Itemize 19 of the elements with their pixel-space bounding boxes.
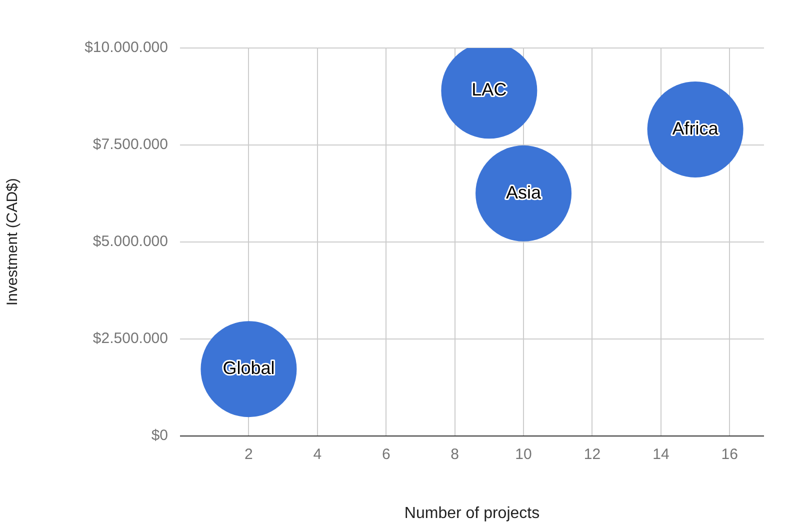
x-tick-label: 4 (313, 446, 322, 463)
y-tick-label: $2.500.000 (92, 330, 168, 347)
x-tick-label: 14 (652, 446, 670, 463)
y-tick-label: $10.000.000 (84, 39, 168, 56)
x-tick-label: 10 (515, 446, 532, 463)
y-axis-title: Investment (CAD$) (4, 178, 22, 306)
y-tick-label: $5.000.000 (92, 233, 168, 250)
y-tick-label: $7.500.000 (92, 136, 168, 154)
x-tick-label: 16 (721, 446, 738, 463)
series-label: Asia (506, 182, 542, 202)
x-tick-label: 12 (584, 446, 601, 463)
x-tick-label: 6 (382, 446, 390, 463)
y-tick-label: $0 (151, 426, 168, 444)
x-tick-label: 2 (244, 446, 253, 463)
series-label: LAC (472, 80, 507, 100)
x-tick-label: 8 (450, 446, 459, 463)
series-label: Global (222, 358, 275, 378)
x-axis-title: Number of projects (404, 504, 540, 522)
series-label: Africa (672, 118, 720, 138)
